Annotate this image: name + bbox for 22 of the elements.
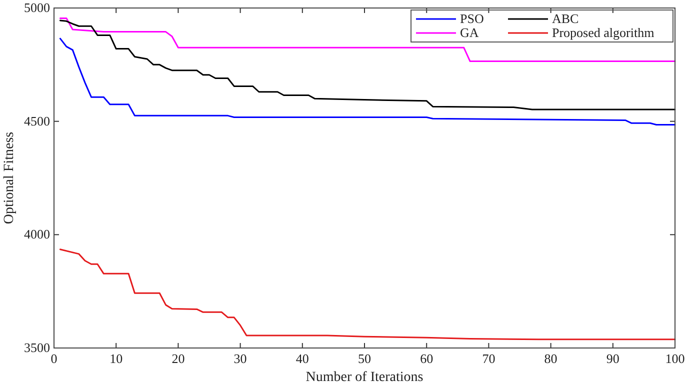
x-tick-label: 100 (665, 351, 685, 366)
y-tick-label: 5000 (24, 0, 50, 15)
line-series (59, 248, 676, 340)
x-tick-label: 0 (50, 351, 58, 366)
x-tick-label: 50 (358, 351, 371, 366)
legend-label: PSO (460, 11, 484, 26)
x-tick-label: 40 (296, 351, 309, 366)
x-tick-label: 20 (172, 351, 185, 366)
y-tick-label: 4500 (24, 113, 50, 128)
legend-label: Proposed algorithm (552, 25, 654, 40)
legend-label: GA (460, 25, 480, 40)
x-tick-label: 30 (234, 351, 247, 366)
y-tick-label: 4000 (24, 226, 50, 242)
x-tick-label: 60 (420, 351, 434, 366)
x-tick-label: 80 (544, 351, 558, 366)
x-tick-label: 70 (482, 351, 496, 366)
x-tick-label: 90 (606, 351, 620, 366)
y-axis-title: Optional Fitness (2, 132, 17, 224)
y-tick-label: 3500 (24, 340, 50, 355)
text: ABC (552, 11, 579, 26)
x-tick-label: 10 (110, 351, 123, 366)
x-axis-title: Number of Iterations (306, 370, 424, 385)
